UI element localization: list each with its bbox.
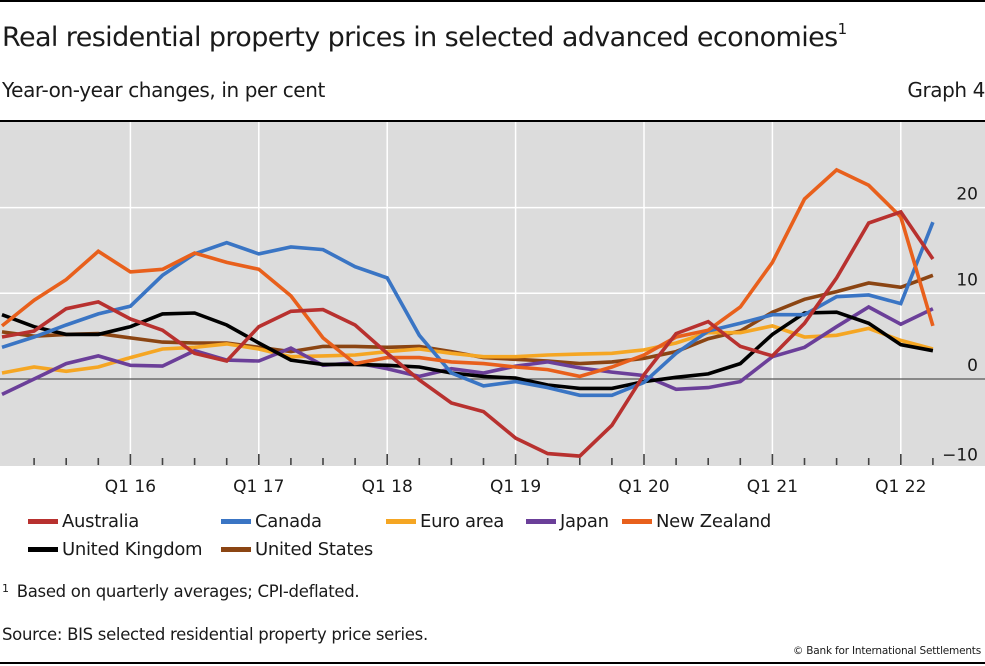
x-tick-label: Q1 16: [105, 477, 156, 497]
legend-swatch-australia: [28, 519, 58, 524]
x-tick-label: Q1 20: [618, 477, 669, 497]
y-axis-labels: −10 0 10 20: [942, 185, 978, 466]
graph-number: Graph 4: [907, 78, 985, 102]
legend-item-new-zealand: New Zealand: [622, 511, 771, 532]
legend-label-new-zealand: New Zealand: [656, 511, 771, 532]
x-axis-labels: Q1 16 Q1 17 Q1 18 Q1 19 Q1 20 Q1 21 Q1 22: [105, 477, 927, 497]
chart-title-text: Real residential property prices in sele…: [2, 22, 838, 53]
legend-label-canada: Canada: [255, 511, 322, 532]
legend-swatch-canada: [221, 519, 251, 524]
x-tick-label: Q1 21: [747, 477, 798, 497]
legend-swatch-united-states: [221, 547, 251, 552]
bottom-rule: [0, 662, 985, 664]
copyright: © Bank for International Settlements: [792, 645, 981, 657]
top-rule: [0, 0, 985, 2]
legend-item-canada: Canada: [221, 511, 322, 532]
chart-subtitle: Year-on-year changes, in per cent: [2, 78, 325, 102]
legend: Australia Canada Euro area Japan New Zea…: [28, 511, 928, 567]
legend-label-united-kingdom: United Kingdom: [62, 539, 203, 560]
legend-item-united-states: United States: [221, 539, 373, 560]
footnote: 1 Based on quarterly averages; CPI-deflat…: [2, 582, 360, 601]
legend-label-australia: Australia: [62, 511, 139, 532]
legend-item-euro-area: Euro area: [386, 511, 504, 532]
series-line-australia: [1, 209, 935, 458]
chart-title: Real residential property prices in sele…: [2, 20, 848, 53]
footnote-text: Based on quarterly averages; CPI-deflate…: [16, 582, 360, 601]
legend-item-united-kingdom: United Kingdom: [28, 539, 203, 560]
horizontal-gridlines: [0, 206, 985, 295]
x-tick-label: Q1 22: [875, 477, 926, 497]
x-axis-ticks: [33, 454, 934, 465]
footnote-marker: 1: [2, 582, 9, 595]
y-tick-label: 20: [956, 185, 978, 205]
legend-swatch-new-zealand: [622, 519, 652, 524]
legend-label-japan: Japan: [560, 511, 609, 532]
title-footnote-marker: 1: [837, 20, 848, 38]
y-tick-label: 0: [967, 356, 978, 376]
y-tick-label: 10: [956, 270, 978, 290]
x-tick-label: Q1 19: [490, 477, 541, 497]
legend-swatch-japan: [526, 519, 556, 524]
series-line-canada: [1, 221, 935, 398]
series-line-japan: [1, 304, 934, 397]
legend-row-1: Australia Canada Euro area Japan New Zea…: [28, 511, 928, 539]
x-tick-label: Q1 17: [233, 477, 284, 497]
legend-label-euro-area: Euro area: [420, 511, 504, 532]
legend-swatch-euro-area: [386, 519, 416, 524]
legend-label-united-states: United States: [255, 539, 373, 560]
legend-item-australia: Australia: [28, 511, 139, 532]
series-lines: [0, 167, 935, 458]
source-note: Source: BIS selected residential propert…: [2, 625, 428, 644]
series-line-united-kingdom: [1, 310, 934, 391]
legend-swatch-united-kingdom: [28, 547, 58, 552]
legend-item-japan: Japan: [526, 511, 609, 532]
legend-row-2: United Kingdom United States: [28, 539, 928, 567]
series-line-new-zealand: [0, 167, 935, 379]
series-line-euro-area: [1, 324, 934, 375]
y-tick-label: −10: [942, 446, 978, 466]
x-tick-label: Q1 18: [362, 477, 413, 497]
line-chart: Q1 16 Q1 17 Q1 18 Q1 19 Q1 20 Q1 21 Q1 22 −10 0…: [0, 120, 985, 497]
